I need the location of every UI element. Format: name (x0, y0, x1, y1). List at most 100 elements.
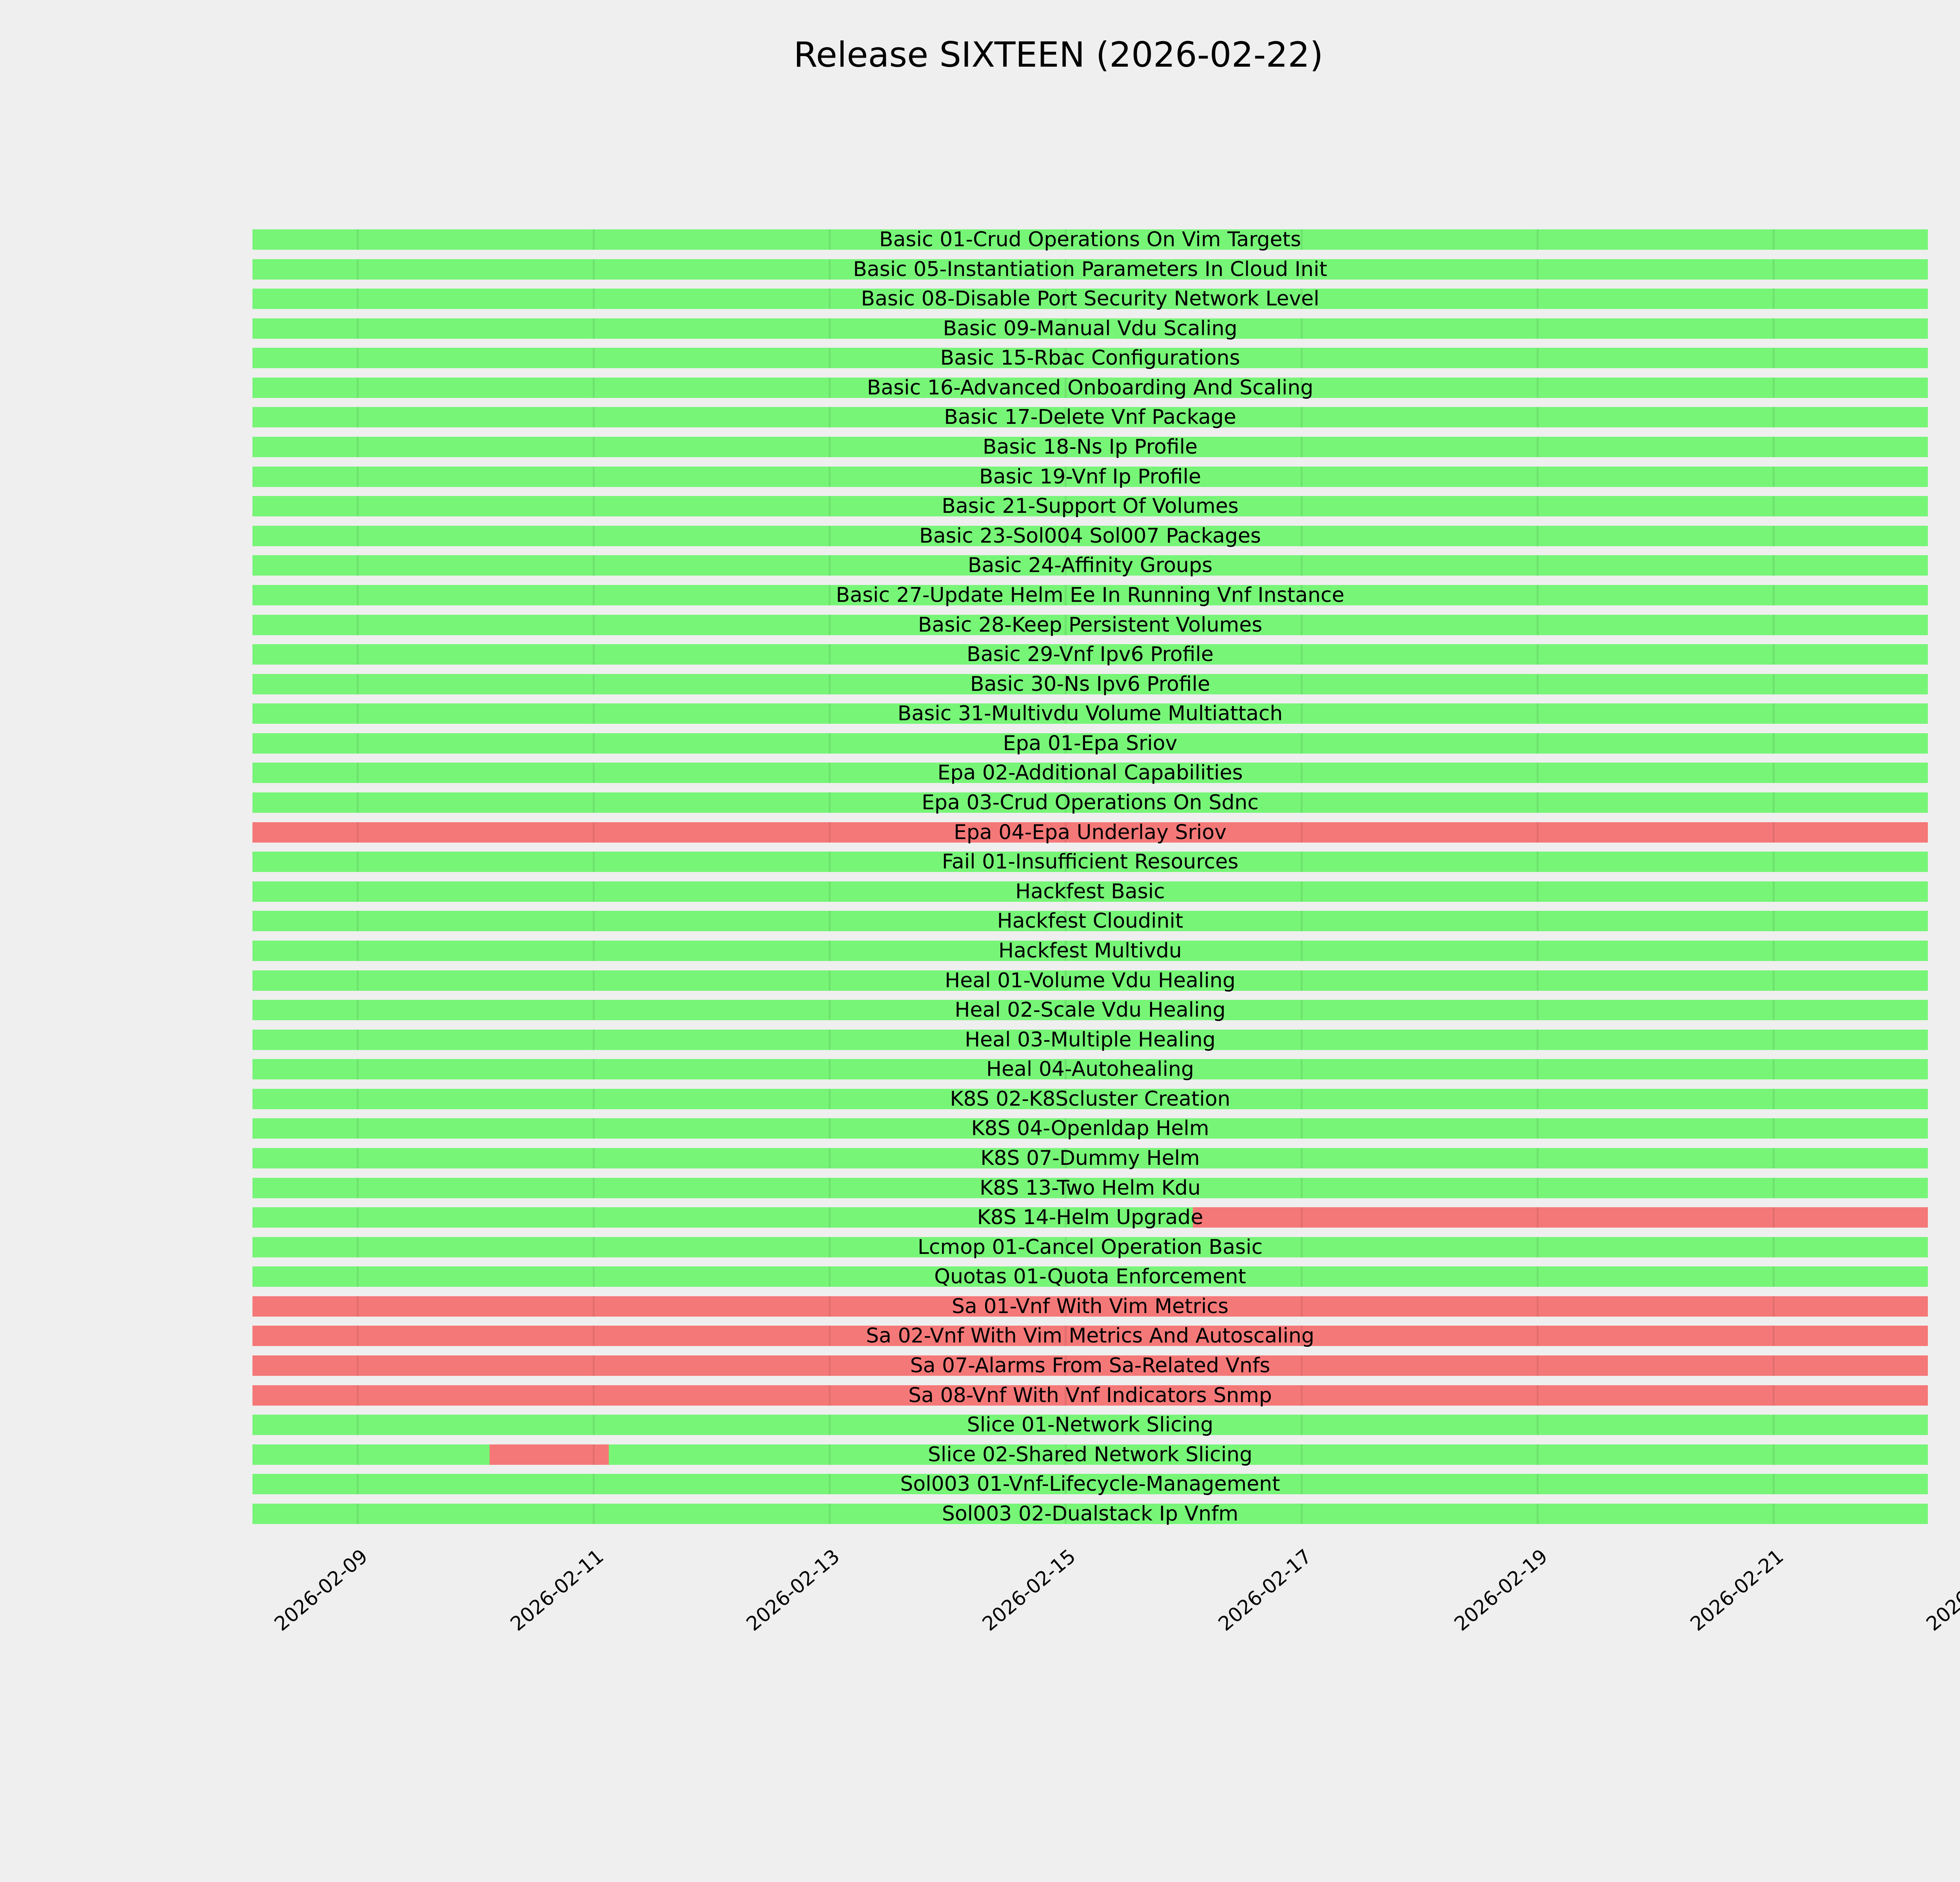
gridline (356, 1415, 359, 1435)
gridline (1536, 614, 1539, 635)
gridline (592, 1088, 595, 1109)
gridline (592, 970, 595, 991)
gantt-bar-segment-pass (252, 1237, 1928, 1257)
gridline (828, 1296, 831, 1317)
gantt-row: Basic 30-Ns Ipv6 Profile (240, 674, 1960, 694)
gridline (356, 1029, 359, 1050)
test-name-label: Basic 17-Delete Vnf Package (944, 405, 1236, 429)
gridline (1536, 1000, 1539, 1021)
test-name-label: Epa 02-Additional Capabilities (937, 761, 1243, 785)
gridline (592, 496, 595, 517)
test-name-label: K8S 13-Two Helm Kdu (980, 1176, 1201, 1200)
gridline (828, 229, 831, 250)
gridline (1772, 703, 1775, 724)
gridline (1300, 229, 1303, 250)
test-name-label: K8S 14-Helm Upgrade (977, 1206, 1203, 1230)
gridline (1772, 911, 1775, 932)
gridline (1300, 1059, 1303, 1080)
gridline (1064, 525, 1067, 546)
gridline (1300, 1415, 1303, 1435)
gridline (592, 1355, 595, 1376)
gridline (592, 437, 595, 458)
gridline (592, 555, 595, 576)
gridline (828, 466, 831, 487)
gridline (1536, 229, 1539, 250)
gridline (1772, 852, 1775, 872)
gantt-bar-segment-pass (252, 1207, 1193, 1228)
gridline (828, 377, 831, 398)
gridline (356, 792, 359, 813)
gridline (1064, 644, 1067, 665)
test-name-label: Basic 27-Update Helm Ee In Running Vnf I… (836, 583, 1345, 607)
gantt-row: Heal 02-Scale Vdu Healing (240, 1000, 1960, 1021)
gridline (1064, 703, 1067, 724)
gantt-row: K8S 14-Helm Upgrade (240, 1207, 1960, 1228)
gantt-bar-segment-pass (252, 644, 1928, 665)
gridline (828, 259, 831, 280)
x-tick-label: 2026-02-21 (1686, 1545, 1788, 1636)
gridline (592, 1177, 595, 1198)
gantt-bar-segment-pass (252, 348, 1928, 369)
gridline (828, 1029, 831, 1050)
gantt-row: Fail 01-Insufficient Resources (240, 852, 1960, 872)
gridline (1536, 1148, 1539, 1168)
gridline (356, 674, 359, 694)
gridline (592, 1415, 595, 1435)
gridline (356, 348, 359, 369)
gridline (1772, 377, 1775, 398)
test-name-label: Sol003 02-Dualstack Ip Vnfm (942, 1502, 1239, 1526)
gridline (1536, 348, 1539, 369)
gridline (1300, 1266, 1303, 1287)
gantt-bar-segment-pass (252, 792, 1928, 813)
gridline (1064, 940, 1067, 961)
gantt-row: Basic 28-Keep Persistent Volumes (240, 614, 1960, 635)
gantt-row: Hackfest Basic (240, 881, 1960, 902)
gridline (1064, 614, 1067, 635)
gridline (1772, 1177, 1775, 1198)
gridline (592, 1296, 595, 1317)
gridline (356, 644, 359, 665)
gridline (1064, 1474, 1067, 1495)
test-name-label: Sa 07-Alarms From Sa-Related Vnfs (910, 1354, 1270, 1378)
test-name-label: Hackfest Cloudinit (997, 909, 1183, 933)
gridline (1772, 1474, 1775, 1495)
gantt-row: Basic 29-Vnf Ipv6 Profile (240, 644, 1960, 665)
gridline (1064, 763, 1067, 783)
gridline (828, 1177, 831, 1198)
gridline (1300, 259, 1303, 280)
gridline (1536, 1326, 1539, 1346)
gantt-bar-segment-pass (252, 407, 1928, 428)
test-name-label: Basic 01-Crud Operations On Vim Targets (879, 228, 1301, 251)
gantt-bar-segment-pass (252, 377, 1928, 398)
gridline (1300, 1296, 1303, 1317)
gridline (592, 229, 595, 250)
gantt-row: Epa 01-Epa Sriov (240, 733, 1960, 754)
gridline (356, 763, 359, 783)
gantt-row: Slice 01-Network Slicing (240, 1415, 1960, 1435)
gridline (356, 881, 359, 902)
gridline (592, 348, 595, 369)
gridline (356, 703, 359, 724)
gridline (592, 407, 595, 428)
gridline (356, 1296, 359, 1317)
gridline (356, 496, 359, 517)
gridline (592, 377, 595, 398)
gantt-row: Basic 08-Disable Port Security Network L… (240, 289, 1960, 309)
gridline (828, 1355, 831, 1376)
gridline (1772, 496, 1775, 517)
x-tick-label: 2026-02-11 (506, 1545, 608, 1636)
gridline (828, 1000, 831, 1021)
gantt-row: Hackfest Cloudinit (240, 909, 1960, 933)
gridline (1772, 1266, 1775, 1287)
gridline (356, 970, 359, 991)
gridline (1064, 792, 1067, 813)
test-name-label: Epa 03-Crud Operations On Sdnc (922, 791, 1259, 815)
gridline (1536, 792, 1539, 813)
gridline (828, 940, 831, 961)
gridline (1536, 881, 1539, 902)
gridline (1064, 1059, 1067, 1080)
gridline (592, 1000, 595, 1021)
gantt-row: Basic 05-Instantiation Parameters In Clo… (240, 259, 1960, 280)
gridline (592, 1237, 595, 1257)
gridline (592, 792, 595, 813)
